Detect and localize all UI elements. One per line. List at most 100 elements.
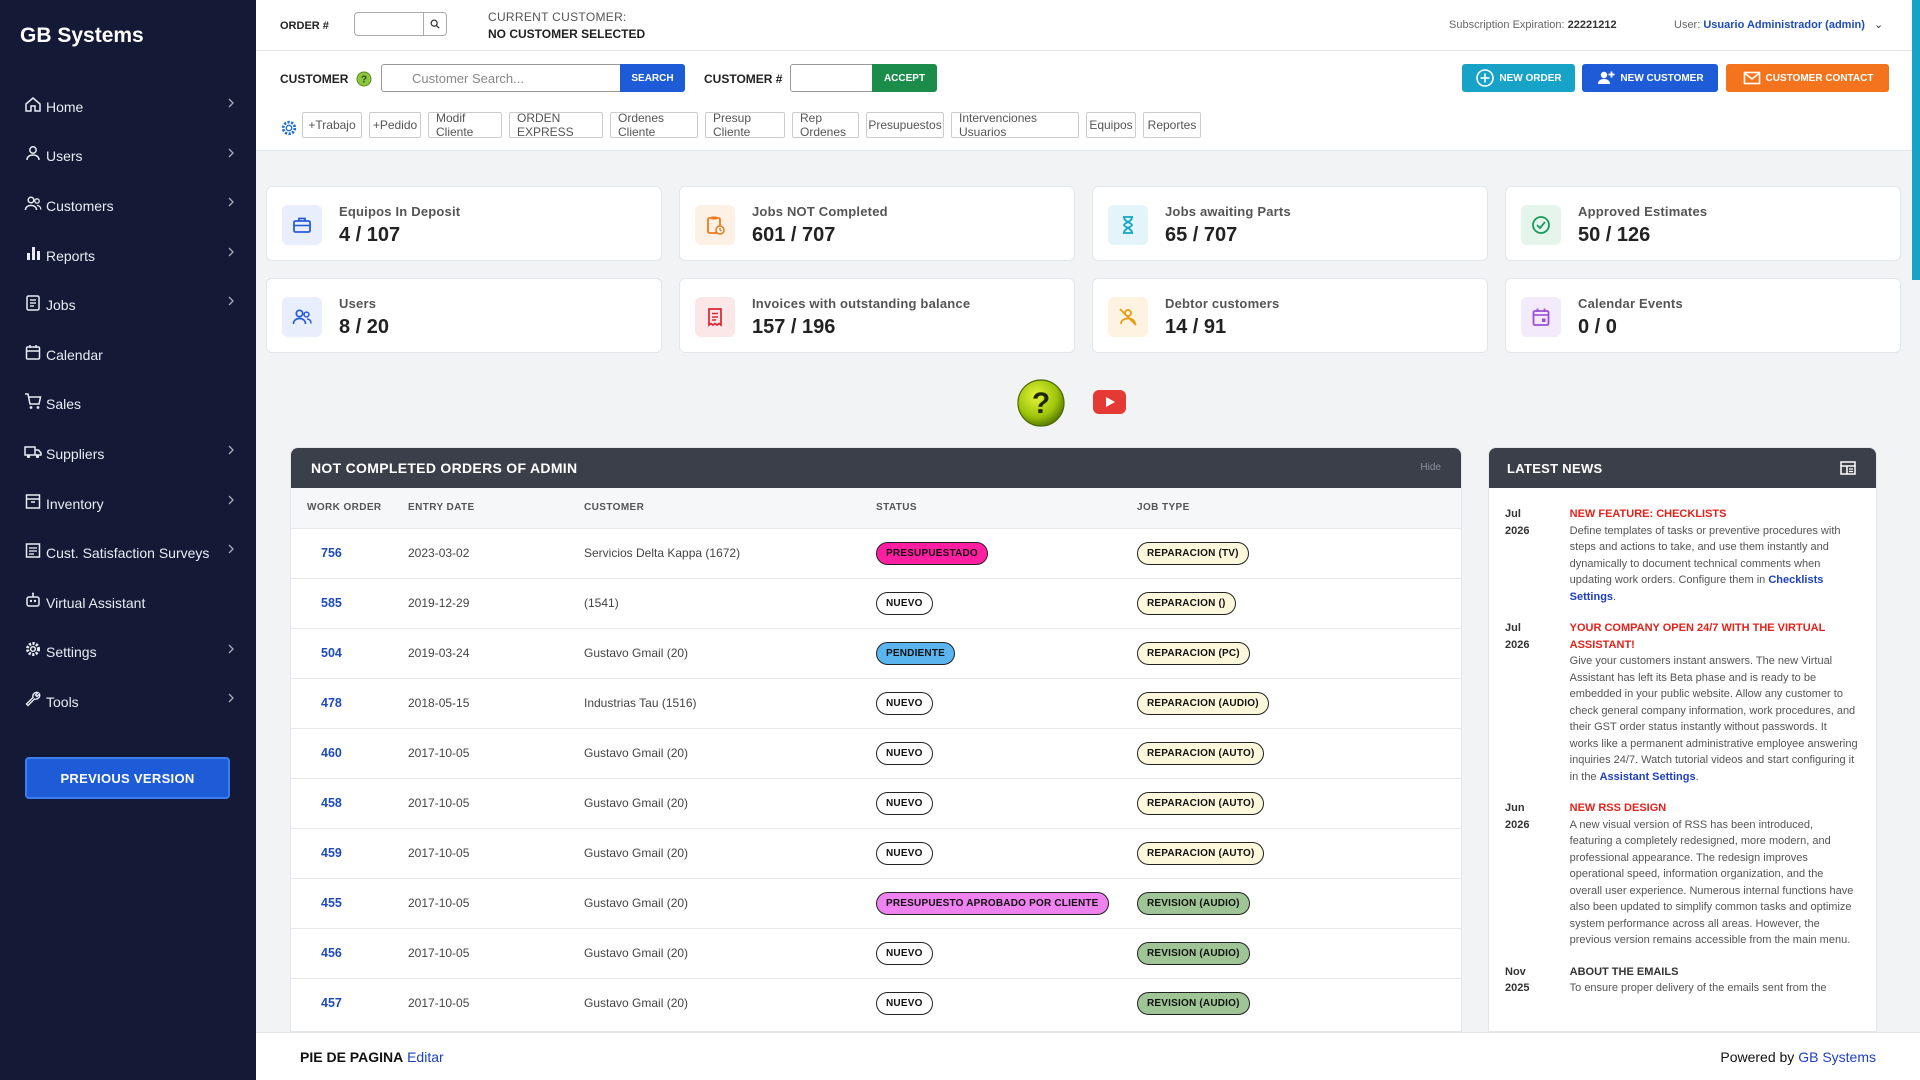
accept-button[interactable]: ACCEPT xyxy=(872,64,937,92)
sidebar-item-settings[interactable]: Settings xyxy=(0,628,256,678)
column-header[interactable]: STATUS xyxy=(876,488,1137,528)
sidebar-item-suppliers[interactable]: Suppliers xyxy=(0,429,256,479)
news-link[interactable]: Assistant Settings xyxy=(1599,770,1696,783)
table-row[interactable]: 458 2017-10-05 Gustavo Gmail (20) NUEVO REPA… xyxy=(291,777,1461,828)
work-order-link[interactable]: 457 xyxy=(321,996,342,1011)
work-order-link[interactable]: 756 xyxy=(321,546,342,560)
sidebar-item-users[interactable]: Users xyxy=(0,132,256,182)
stat-card[interactable]: Jobs awaiting Parts 65 / 707 xyxy=(1092,186,1488,261)
customer-search-button[interactable]: SEARCH xyxy=(620,64,685,92)
column-header[interactable]: JOB TYPE xyxy=(1137,488,1461,528)
work-order-link[interactable]: 458 xyxy=(321,796,342,810)
sidebar-item-tools[interactable]: Tools xyxy=(0,677,256,727)
sidebar-item-customers[interactable]: Customers xyxy=(0,181,256,231)
table-row[interactable]: 456 2017-10-05 Gustavo Gmail (20) NUEVO REVI… xyxy=(291,927,1461,978)
news-link[interactable]: Checklists Settings xyxy=(1569,574,1824,603)
sidebar-item-home[interactable]: Home xyxy=(0,82,256,132)
subscription-label: Subscription Expiration: xyxy=(1449,19,1565,31)
youtube-icon[interactable] xyxy=(1093,390,1126,414)
stat-card[interactable]: Approved Estimates 50 / 126 xyxy=(1505,186,1901,261)
quick-link[interactable]: Reportes xyxy=(1143,112,1201,138)
work-order-link[interactable]: 456 xyxy=(321,946,342,960)
work-order-link[interactable]: 585 xyxy=(321,596,342,610)
sidebar-item-sales[interactable]: Sales xyxy=(0,380,256,430)
sidebar-item-jobs[interactable]: Jobs xyxy=(0,280,256,330)
customer-search-input[interactable]: Customer Search... xyxy=(381,64,620,92)
job-type-badge: REVISION (AUDIO) xyxy=(1137,941,1250,965)
sidebar-item-cust-satisfaction-surveys[interactable]: Cust. Satisfaction Surveys xyxy=(0,528,256,578)
customer-number-input[interactable] xyxy=(790,64,873,92)
sidebar-item-virtual-assistant[interactable]: Virtual Assistant xyxy=(0,578,256,628)
table-row[interactable]: 457 2017-10-05 Gustavo Gmail (20) NUEVO REVI… xyxy=(291,977,1461,1028)
work-order-link[interactable]: 455 xyxy=(321,896,342,910)
news-headline: YOUR COMPANY OPEN 24/7 WITH THE VIRTUAL … xyxy=(1569,622,1826,651)
status-badge: NUEVO xyxy=(876,991,933,1015)
layout-icon[interactable] xyxy=(1840,461,1856,475)
user-menu[interactable]: User: Usuario Administrador (admin) ⌄ xyxy=(1674,18,1883,31)
column-header[interactable]: ENTRY DATE xyxy=(408,488,584,528)
quick-link[interactable]: +Trabajo xyxy=(302,112,362,138)
cart-icon xyxy=(24,392,42,410)
work-order-link[interactable]: 504 xyxy=(321,646,342,660)
sidebar-item-reports[interactable]: Reports xyxy=(0,231,256,281)
work-order-link[interactable]: 459 xyxy=(321,846,342,860)
order-number-input[interactable] xyxy=(354,12,424,36)
news-date: Jun 2026 xyxy=(1505,800,1570,949)
table-row[interactable]: 585 2019-12-29 (1541) NUEVO REPARACION () xyxy=(291,577,1461,628)
table-row[interactable]: 460 2017-10-05 Gustavo Gmail (20) NUEVO REPA… xyxy=(291,727,1461,778)
sidebar-item-inventory[interactable]: Inventory xyxy=(0,479,256,529)
stat-card[interactable]: Calendar Events 0 / 0 xyxy=(1505,278,1901,353)
news-month: Jul xyxy=(1505,622,1521,634)
stat-card[interactable]: Debtor customers 14 / 91 xyxy=(1092,278,1488,353)
table-row[interactable]: 756 2023-03-02 Servicios Delta Kappa (1672… xyxy=(291,527,1461,578)
new-customer-button[interactable]: NEW CUSTOMER xyxy=(1582,64,1718,92)
hide-link[interactable]: Hide xyxy=(1420,462,1441,473)
chevron-right-icon xyxy=(226,197,236,207)
stat-card[interactable]: Users 8 / 20 xyxy=(266,278,662,353)
order-search-button[interactable] xyxy=(423,12,447,36)
powered-by-link[interactable]: GB Systems xyxy=(1798,1049,1876,1065)
sidebar-item-label: Jobs xyxy=(46,297,76,314)
bar-chart-icon xyxy=(24,244,42,262)
news-text: Give your customers instant answers. The… xyxy=(1569,655,1858,783)
work-order-cell: 478 xyxy=(291,677,408,728)
quick-link[interactable]: Equipos xyxy=(1086,112,1136,138)
customer-cell: Gustavo Gmail (20) xyxy=(584,627,876,678)
column-header[interactable]: WORK ORDER xyxy=(291,488,408,528)
column-header[interactable]: CUSTOMER xyxy=(584,488,876,528)
scrollbar[interactable] xyxy=(1912,0,1920,280)
quick-link[interactable]: Ordenes Cliente xyxy=(610,111,698,139)
quick-link[interactable]: Modif Cliente xyxy=(428,111,502,139)
customer-contact-button[interactable]: CUSTOMER CONTACT xyxy=(1726,64,1889,92)
sidebar-menu: Home Users Customers Reports Jobs Calendar Sal… xyxy=(0,82,256,727)
help-icon[interactable]: ? xyxy=(1016,378,1066,428)
table-row[interactable]: 459 2017-10-05 Gustavo Gmail (20) NUEVO REPA… xyxy=(291,827,1461,878)
customer-cell: Gustavo Gmail (20) xyxy=(584,827,876,878)
table-row[interactable]: 504 2019-03-24 Gustavo Gmail (20) PENDIENTE… xyxy=(291,627,1461,678)
table-row[interactable]: 478 2018-05-15 Industrias Tau (1516) NUEVO R… xyxy=(291,677,1461,728)
work-order-link[interactable]: 460 xyxy=(321,746,342,760)
status-badge: NUEVO xyxy=(876,791,933,815)
stat-card[interactable]: Invoices with outstanding balance 157 / 1… xyxy=(679,278,1075,353)
quick-link[interactable]: Rep Ordenes xyxy=(792,111,859,139)
gear-icon[interactable] xyxy=(280,119,298,137)
work-order-link[interactable]: 478 xyxy=(321,696,342,710)
stat-card[interactable]: Jobs NOT Completed 601 / 707 xyxy=(679,186,1075,261)
quick-link[interactable]: Intervenciones Usuarios xyxy=(951,111,1079,139)
stat-card[interactable]: Equipos In Deposit 4 / 107 xyxy=(266,186,662,261)
quick-link[interactable]: Presupuestos xyxy=(866,112,944,138)
news-headline: NEW RSS DESIGN xyxy=(1569,802,1667,814)
new-order-button[interactable]: NEW ORDER xyxy=(1462,64,1575,92)
sidebar-item-calendar[interactable]: Calendar xyxy=(0,330,256,380)
quick-link[interactable]: +Pedido xyxy=(369,112,421,138)
table-row[interactable]: 455 2017-10-05 Gustavo Gmail (20) PRESUPUES… xyxy=(291,877,1461,928)
quick-link[interactable]: ORDEN EXPRESS xyxy=(509,111,603,139)
previous-version-button[interactable]: PREVIOUS VERSION xyxy=(25,757,230,799)
work-order-cell: 585 xyxy=(291,577,408,628)
current-customer-label: CURRENT CUSTOMER: xyxy=(488,10,627,24)
status-cell: NUEVO xyxy=(876,827,1137,878)
status-cell: PRESUPUESTADO xyxy=(876,527,1137,578)
quick-link[interactable]: Presup Cliente xyxy=(705,111,785,139)
footer-edit-link[interactable]: Editar xyxy=(407,1049,444,1065)
users-icon xyxy=(282,297,322,337)
